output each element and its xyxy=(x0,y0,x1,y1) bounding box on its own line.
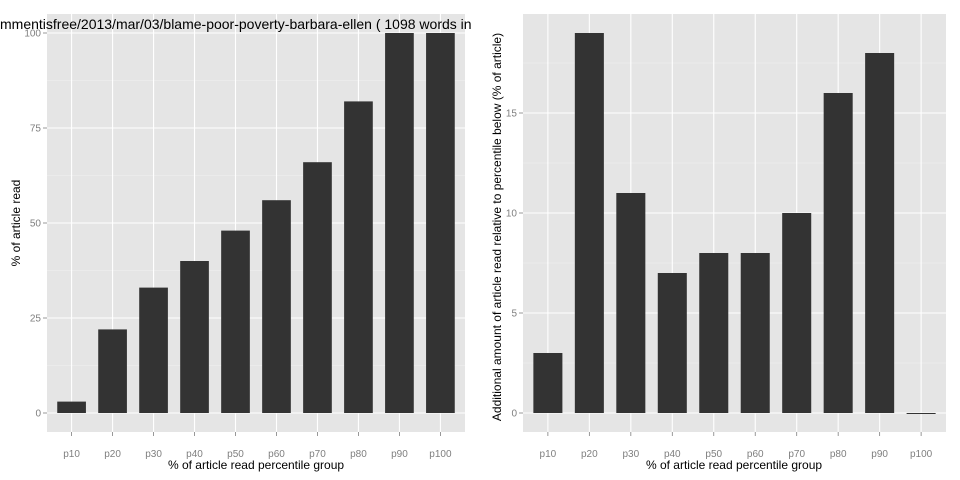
x-axis-right: p10 p20 p30 p40 p50 p60 p70 p80 p90 p100 xyxy=(540,432,933,460)
bar-p60 xyxy=(740,253,770,413)
bar-p100 xyxy=(906,413,936,414)
y-tick-label: 5 xyxy=(511,309,517,320)
x-tick-label: p60 xyxy=(747,449,764,460)
x-tick-label: p10 xyxy=(540,449,557,460)
x-tick-label: p20 xyxy=(104,449,121,460)
y-axis-left: 0 25 50 75 100 xyxy=(24,29,47,420)
x-tick-label: p70 xyxy=(788,449,805,460)
y-tick-label: 75 xyxy=(30,124,42,135)
x-tick-label: p70 xyxy=(309,449,326,460)
bars-right xyxy=(533,33,936,414)
x-tick-label: p100 xyxy=(910,449,933,460)
chart-right: 0 5 10 15 p10 p20 p30 p40 p50 p60 p70 p80 p90 p100 %… xyxy=(490,14,946,472)
y-tick-label: 10 xyxy=(506,209,518,220)
bar-p10 xyxy=(57,401,86,413)
x-tick-label: p40 xyxy=(186,449,203,460)
bar-p40 xyxy=(657,273,687,413)
bar-p40 xyxy=(180,261,209,413)
y-tick-label: 100 xyxy=(24,29,41,40)
chart-title-left: mmentisfree/2013/mar/03/blame-poor-pover… xyxy=(0,16,472,32)
y-tick-label: 0 xyxy=(35,409,41,420)
bar-p10 xyxy=(533,353,563,413)
y-axis-title-left: % of article read xyxy=(9,180,23,267)
x-axis-left: p10 p20 p30 p40 p50 p60 p70 p80 p90 p100 xyxy=(63,432,452,460)
bar-p30 xyxy=(616,193,646,413)
y-tick-label: 50 xyxy=(30,219,42,230)
x-tick-label: p50 xyxy=(705,449,722,460)
x-tick-label: p90 xyxy=(871,449,888,460)
x-tick-label: p80 xyxy=(830,449,847,460)
y-tick-label: 15 xyxy=(506,109,518,120)
bar-p90 xyxy=(865,53,895,413)
y-axis-right: 0 5 10 15 xyxy=(506,109,523,420)
x-axis-title-left: % of article read percentile group xyxy=(168,458,344,472)
x-tick-label: p80 xyxy=(350,449,367,460)
y-axis-title-right: Additional amount of article read relati… xyxy=(490,33,504,421)
x-tick-label: p60 xyxy=(268,449,285,460)
bar-p50 xyxy=(221,230,250,413)
x-tick-label: p100 xyxy=(429,449,452,460)
x-tick-label: p40 xyxy=(664,449,681,460)
bars-left xyxy=(57,33,455,414)
bar-p60 xyxy=(262,200,291,413)
y-tick-label: 25 xyxy=(30,314,42,325)
bar-p30 xyxy=(139,287,168,413)
x-tick-label: p10 xyxy=(63,449,80,460)
bar-p50 xyxy=(699,253,729,413)
x-tick-label: p30 xyxy=(145,449,162,460)
x-tick-label: p30 xyxy=(622,449,639,460)
bar-p20 xyxy=(98,329,127,413)
bar-p100 xyxy=(426,33,455,413)
x-tick-label: p20 xyxy=(581,449,598,460)
y-tick-label: 0 xyxy=(511,409,517,420)
bar-p80 xyxy=(823,93,853,413)
bar-p90 xyxy=(385,33,414,413)
bar-p70 xyxy=(303,162,332,413)
bar-p80 xyxy=(344,101,373,414)
x-axis-title-right: % of article read percentile group xyxy=(646,458,822,472)
bar-p70 xyxy=(782,213,812,413)
bar-p20 xyxy=(574,33,604,413)
x-tick-label: p90 xyxy=(391,449,408,460)
x-tick-label: p50 xyxy=(227,449,244,460)
